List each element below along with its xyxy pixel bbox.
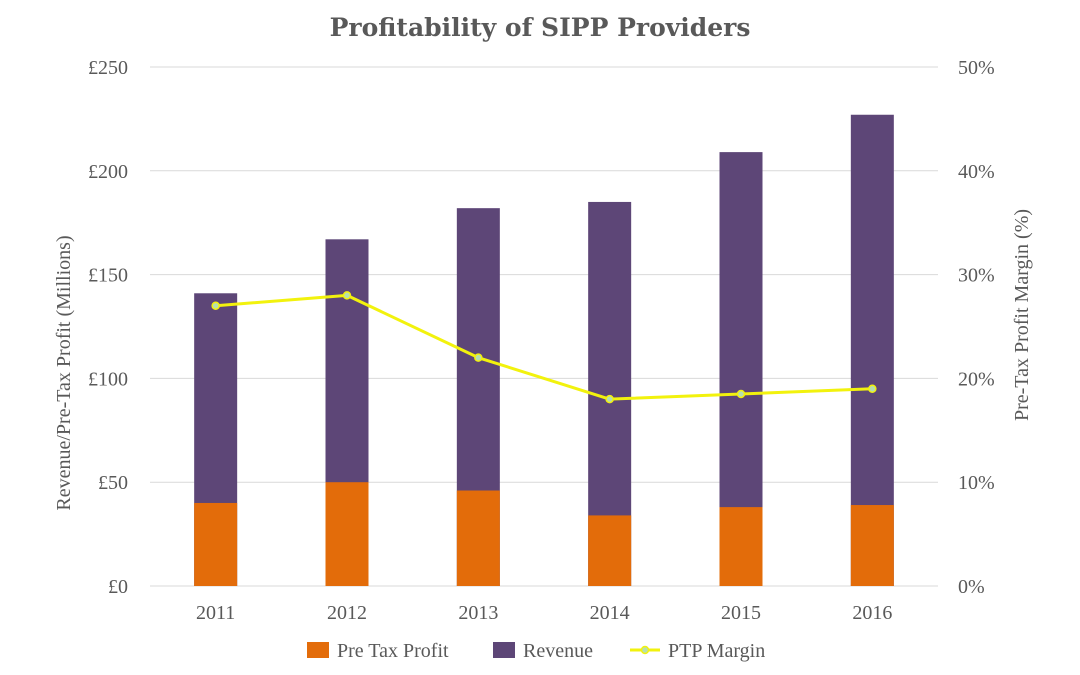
axis-ticks: £0 0% £50 10% £100 20% £150 30% £200 40% £250 50% 20… [88,57,995,624]
margin-line-series [211,291,877,404]
gridlines [150,66,938,587]
point-ptp-margin [736,389,746,399]
legend-swatch-revenue [493,642,515,658]
bar-pre-tax-profit [850,505,894,586]
legend: Pre Tax Profit Revenue PTP Margin [307,640,765,662]
chart-title: Profitability of SIPP Providers [330,13,751,42]
y-tick-label: £100 [88,368,128,390]
y2-tick-label: 20% [958,368,995,390]
point-ptp-margin [868,384,877,394]
y2-axis-label: Pre-Tax Profit Margin (%) [1011,209,1033,421]
y2-tick-label: 10% [958,472,995,494]
y-tick-label: £250 [88,57,128,79]
legend-label-pre-tax-profit: Pre Tax Profit [337,640,449,662]
legend-swatch-pre-tax-profit [307,642,329,658]
y-tick-label: £150 [88,265,128,287]
legend-label-ptp-margin: PTP Margin [668,640,765,662]
x-tick-label: 2016 [852,602,892,624]
y-tick-label: £50 [98,472,128,494]
bar-pre-tax-profit [456,490,500,586]
legend-label-revenue: Revenue [523,640,593,662]
x-tick-label: 2013 [458,602,498,624]
x-tick-label: 2015 [721,602,761,624]
y-tick-label: £0 [108,576,128,598]
bar-series [194,114,894,587]
legend-marker-ptp-margin [640,645,650,655]
y2-tick-label: 50% [958,57,995,79]
x-tick-label: 2011 [196,602,235,624]
y2-tick-label: 0% [958,576,985,598]
point-ptp-margin [342,291,352,300]
bar-pre-tax-profit [325,482,369,586]
point-ptp-margin [605,394,614,404]
bar-pre-tax-profit [194,502,238,586]
y2-tick-label: 30% [958,265,995,287]
y2-tick-label: 40% [958,161,995,183]
line-ptp-margin [215,293,873,401]
x-tick-label: 2012 [327,602,367,624]
bar-pre-tax-profit [588,515,632,586]
x-tick-label: 2014 [590,602,630,624]
y-tick-label: £200 [88,161,128,183]
point-ptp-margin [211,301,220,310]
bar-pre-tax-profit [719,507,763,586]
y-axis-label: Revenue/Pre-Tax Profit (Millions) [53,235,75,510]
point-ptp-margin [474,353,483,362]
